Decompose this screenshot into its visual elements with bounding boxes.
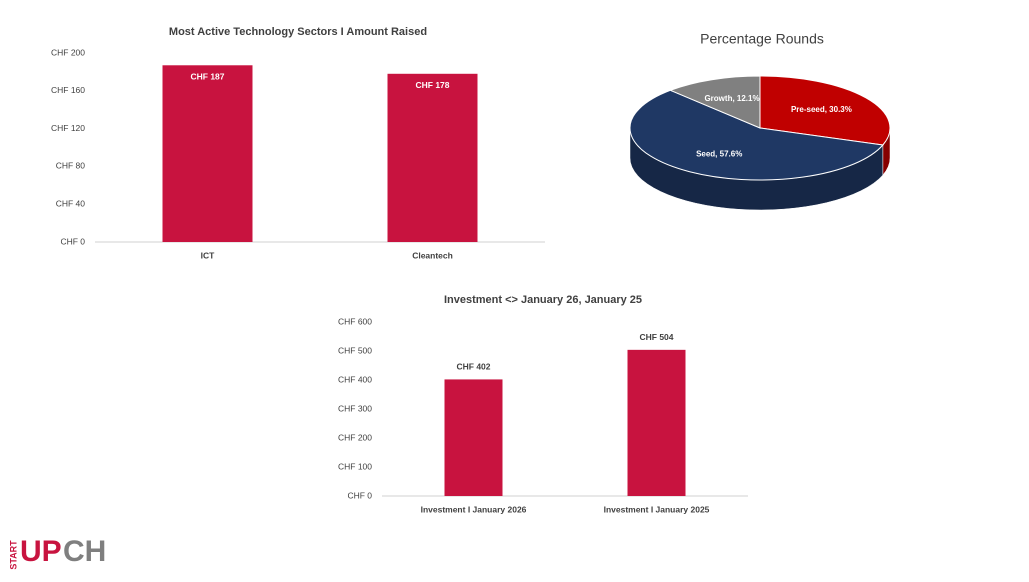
- y-tick-label: CHF 400: [338, 374, 372, 384]
- x-tick-label: Investment I January 2025: [604, 504, 710, 514]
- bar: [627, 349, 686, 496]
- bar: [387, 73, 478, 242]
- x-tick-label: ICT: [201, 250, 216, 260]
- y-tick-label: CHF 100: [338, 461, 372, 471]
- y-tick-label: CHF 200: [51, 47, 85, 57]
- y-tick-label: CHF 40: [56, 198, 86, 208]
- logo: START UP CH: [8, 535, 106, 570]
- pie-slice: [759, 75, 891, 146]
- data-label: Growth, 12.1%: [704, 94, 759, 103]
- pie-slice: [629, 89, 884, 181]
- y-tick-label: CHF 0: [60, 236, 85, 246]
- chart-title: Most Active Technology Sectors I Amount …: [169, 26, 427, 38]
- data-label: Seed, 57.6%: [696, 149, 742, 158]
- x-tick-label: Investment I January 2026: [421, 504, 527, 514]
- logo-start: START: [8, 540, 18, 570]
- chart-title: Percentage Rounds: [700, 31, 824, 47]
- y-tick-label: CHF 600: [338, 316, 372, 326]
- bar: [162, 65, 253, 242]
- bar: [444, 379, 503, 496]
- y-tick-label: CHF 300: [338, 403, 372, 413]
- logo-up: UP: [20, 535, 62, 568]
- y-tick-label: CHF 80: [56, 161, 86, 171]
- y-tick-label: CHF 0: [347, 490, 372, 500]
- x-tick-label: Cleantech: [412, 250, 453, 260]
- y-tick-label: CHF 120: [51, 123, 85, 133]
- data-label: Pre-seed, 30.3%: [791, 105, 852, 114]
- y-tick-label: CHF 500: [338, 345, 372, 355]
- value-label: CHF 504: [639, 332, 673, 342]
- value-label: CHF 187: [190, 72, 224, 82]
- logo-ch: CH: [63, 535, 106, 568]
- chart-title: Investment <> January 26, January 25: [444, 294, 642, 306]
- pie-slice: [669, 75, 761, 129]
- value-label: CHF 402: [456, 362, 490, 372]
- value-label: CHF 178: [415, 80, 449, 90]
- y-tick-label: CHF 160: [51, 85, 85, 95]
- y-tick-label: CHF 200: [338, 432, 372, 442]
